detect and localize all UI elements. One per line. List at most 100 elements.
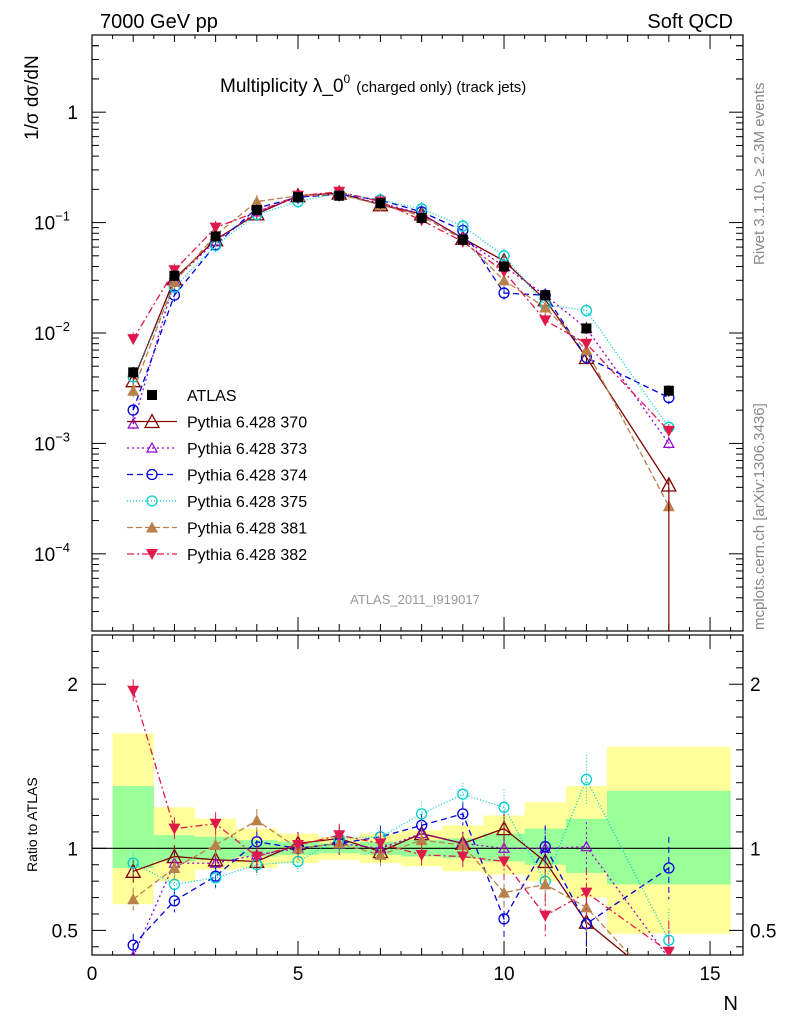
- ratio-point-p381: [539, 878, 552, 890]
- point-p375: [498, 250, 510, 262]
- ratio-point-p375: [663, 934, 675, 946]
- point-p375: [580, 304, 593, 317]
- ratio-point-p382: [168, 823, 181, 835]
- watermark-label: ATLAS_2011_I919017: [350, 592, 480, 607]
- point-p381: [250, 195, 263, 207]
- ratio-point-p381: [456, 839, 469, 851]
- ratio-point-p374: [457, 808, 469, 820]
- legend-label-p373: Pythia 6.428 373: [187, 441, 307, 458]
- ratio-point-p382: [333, 830, 346, 842]
- main-ylabel: 1/σ dσ/dN: [22, 55, 43, 140]
- y-tick-label: 10−2: [34, 319, 70, 345]
- point-p374: [498, 287, 510, 299]
- ratio-point-p374: [498, 913, 510, 925]
- ratio-point-p382: [662, 946, 675, 955]
- main-title-sup: 0: [344, 72, 351, 86]
- y-tick-label: 10−4: [34, 540, 70, 566]
- mcplots-label: mcplots.cern.ch [arXiv:1306.3436]: [751, 403, 768, 630]
- ratio-point-p375: [127, 857, 139, 869]
- point-p373: [127, 417, 140, 429]
- point-p381: [127, 384, 140, 396]
- band-inner-bin: [112, 785, 154, 869]
- point-p373: [662, 437, 675, 449]
- y-tick-exp: −2: [55, 319, 70, 334]
- ratio-point-p381: [209, 839, 222, 851]
- ratio-point-p382: [498, 856, 511, 868]
- point-p382: [127, 334, 140, 346]
- ratio-point-p382: [456, 851, 469, 863]
- legend-marker-data: [147, 390, 157, 400]
- ratio-point-p375: [209, 872, 222, 884]
- ratio-point-p382: [127, 685, 140, 697]
- x-tick-label: 15: [699, 964, 720, 985]
- ratio-point-p382: [374, 838, 387, 850]
- point-p381: [539, 301, 552, 313]
- legend-label-p370: Pythia 6.428 370: [187, 415, 307, 432]
- point-p382: [580, 338, 593, 350]
- x-tick-label: 5: [293, 964, 304, 985]
- ratio-point-p381: [498, 886, 511, 898]
- y-tick-label: 1: [67, 103, 78, 124]
- ratio-point-p374: [127, 939, 139, 951]
- point-data: [293, 192, 304, 203]
- x-tick-label: 0: [87, 964, 98, 985]
- point-p381: [168, 275, 181, 287]
- ratio-series-group: [125, 679, 676, 1003]
- y-tick-base: 10: [34, 545, 55, 566]
- point-data: [128, 367, 139, 378]
- point-data: [210, 231, 221, 242]
- x-tick-label: 10: [493, 964, 514, 985]
- main-series-group: [125, 184, 677, 631]
- ratio-point-p373: [498, 842, 511, 853]
- legend-label-p375: Pythia 6.428 375: [187, 494, 307, 511]
- main-panel: 110−110−210−310−4: [34, 34, 744, 632]
- ratio-point-p375: [498, 801, 510, 813]
- y-tick-exp: −1: [55, 209, 70, 224]
- point-p381: [498, 274, 511, 286]
- ratio-point-p381: [250, 814, 263, 826]
- ratio-xlabel: N: [724, 993, 738, 1015]
- y-tick-exp: −3: [55, 429, 70, 444]
- legend-label-p374: Pythia 6.428 374: [187, 468, 307, 485]
- ratio-point-p381: [580, 901, 593, 913]
- ratio-point-p382: [539, 910, 552, 922]
- legend-marker-p375: [146, 495, 158, 507]
- legend-label-p381: Pythia 6.428 381: [187, 521, 307, 538]
- point-data: [457, 234, 468, 245]
- ratio-point-p381: [374, 848, 387, 860]
- ratio-point-p375: [457, 788, 469, 800]
- point-data: [663, 385, 674, 396]
- ratio-frame: [91, 634, 744, 956]
- point-data: [334, 190, 345, 201]
- ratio-y-tick-label-right: 0.5: [750, 921, 776, 942]
- ratio-point-p382: [209, 818, 222, 830]
- ratio-point-p370: [662, 982, 676, 995]
- ratio-point-p381: [663, 992, 675, 1003]
- band-inner-bin: [565, 818, 608, 873]
- y-tick-base: 10: [34, 434, 55, 455]
- y-tick-exp: −4: [55, 540, 70, 555]
- point-p382: [662, 425, 675, 437]
- ratio-y-tick-label-right: 2: [750, 675, 761, 696]
- ratio-point-p370: [125, 862, 142, 878]
- ratio-point-p382: [292, 840, 305, 852]
- y-tick-base: 10: [34, 214, 55, 235]
- ratio-panel: 0 5 10 15 0.5 0.5 1 1 2 2: [52, 634, 776, 1003]
- ratio-point-p373: [580, 840, 593, 852]
- ratio-point-p375: [580, 773, 593, 786]
- header-left: 7000 GeV pp: [100, 11, 218, 33]
- main-title: Multiplicity λ_00 (charged only) (track j…: [220, 72, 526, 97]
- ratio-point-p374: [539, 841, 551, 853]
- ratio-y-tick-label: 0.5: [52, 921, 78, 942]
- ratio-point-p381: [415, 834, 428, 846]
- point-data: [251, 205, 262, 216]
- point-p374: [127, 404, 139, 416]
- ratio-y-tick-label: 2: [67, 675, 78, 696]
- legend-label-data: ATLAS: [187, 388, 237, 405]
- legend-marker-p381: [146, 521, 158, 533]
- ratio-point-p381: [168, 862, 181, 874]
- point-p382: [209, 222, 222, 234]
- main-title-text: Multiplicity λ_0: [220, 76, 344, 97]
